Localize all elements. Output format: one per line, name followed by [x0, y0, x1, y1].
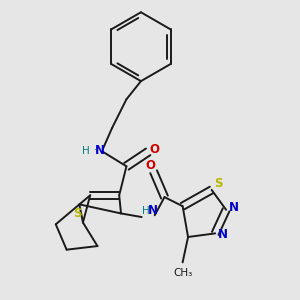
Text: S: S [73, 207, 82, 220]
Text: O: O [145, 159, 155, 172]
Text: S: S [214, 177, 223, 190]
Text: H: H [82, 146, 89, 156]
Text: N: N [229, 202, 239, 214]
Text: N: N [95, 144, 105, 157]
Text: O: O [149, 143, 159, 156]
Text: N: N [218, 228, 228, 241]
Text: CH₃: CH₃ [173, 268, 192, 278]
Text: ·: · [94, 146, 96, 155]
Text: H: H [142, 206, 150, 216]
Text: N: N [148, 204, 158, 218]
